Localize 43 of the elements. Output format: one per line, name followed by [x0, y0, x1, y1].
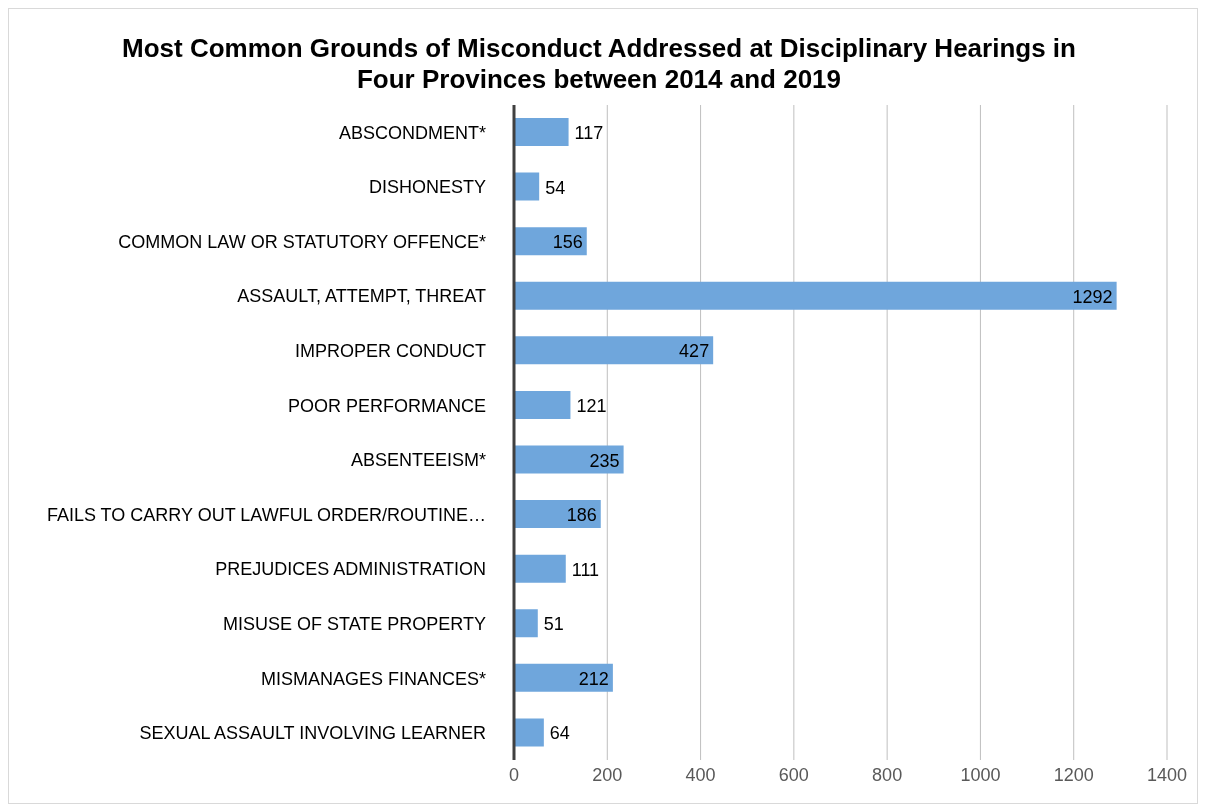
data-label: 427	[679, 341, 710, 362]
x-tick-label: 0	[508, 764, 520, 785]
data-label: 117	[574, 123, 604, 143]
data-label: 1292	[1072, 286, 1113, 307]
bar	[514, 118, 569, 146]
y-tick-label: IMPROPER CONDUCT	[294, 341, 486, 362]
y-tick-label: PREJUDICES ADMINISTRATION	[215, 559, 486, 580]
x-tick-label: 1400	[1146, 764, 1188, 785]
bar	[514, 609, 538, 638]
y-tick-label: COMMON LAW OR STATUTORY OFFENCE*	[118, 231, 486, 252]
data-label: 235	[589, 450, 620, 471]
data-label: 212	[578, 668, 609, 689]
x-tick-label: 1000	[960, 764, 1001, 785]
bar	[514, 172, 540, 201]
y-tick-label: MISUSE OF STATE PROPERTY	[222, 613, 486, 634]
data-label: 186	[566, 505, 597, 526]
bar	[514, 445, 624, 474]
y-tick-label: ABSCONDMENT*	[338, 122, 486, 143]
data-label: 51	[543, 614, 564, 635]
bar	[514, 390, 571, 419]
data-label: 54	[545, 177, 566, 198]
chart-title: Most Common Grounds of Misconduct Addressed at Disciplinary Hearings in Four Provinces between 2014 and 2019	[121, 33, 1077, 95]
data-label: 111	[571, 559, 600, 580]
bar	[514, 663, 613, 692]
bar	[514, 554, 566, 583]
x-tick-label: 600	[778, 764, 809, 785]
x-tick-label: 1200	[1053, 764, 1094, 785]
bar	[514, 718, 544, 747]
x-tick-label: 400	[685, 764, 716, 785]
y-tick-label: DISHONESTY	[368, 177, 486, 198]
y-tick-label: ASSAULT, ATTEMPT, THREAT	[237, 286, 486, 307]
bar	[514, 336, 714, 365]
y-tick-label: POOR PERFORMANCE	[287, 395, 486, 416]
y-tick-label: FAILS TO CARRY OUT LAWFUL ORDER/ROUTINE…	[46, 504, 486, 525]
y-tick-label: MISMANAGES FINANCES*	[260, 668, 486, 689]
y-tick-label: ABSENTEEISM*	[350, 450, 486, 471]
y-tick-label: SEXUAL ASSAULT INVOLVING LEARNER	[139, 723, 486, 744]
data-label: 64	[549, 723, 570, 744]
data-label: 121	[576, 395, 607, 416]
data-label: 156	[552, 232, 583, 253]
x-tick-label: 200	[592, 764, 623, 785]
x-tick-label: 800	[872, 764, 903, 785]
bar	[514, 281, 1117, 310]
